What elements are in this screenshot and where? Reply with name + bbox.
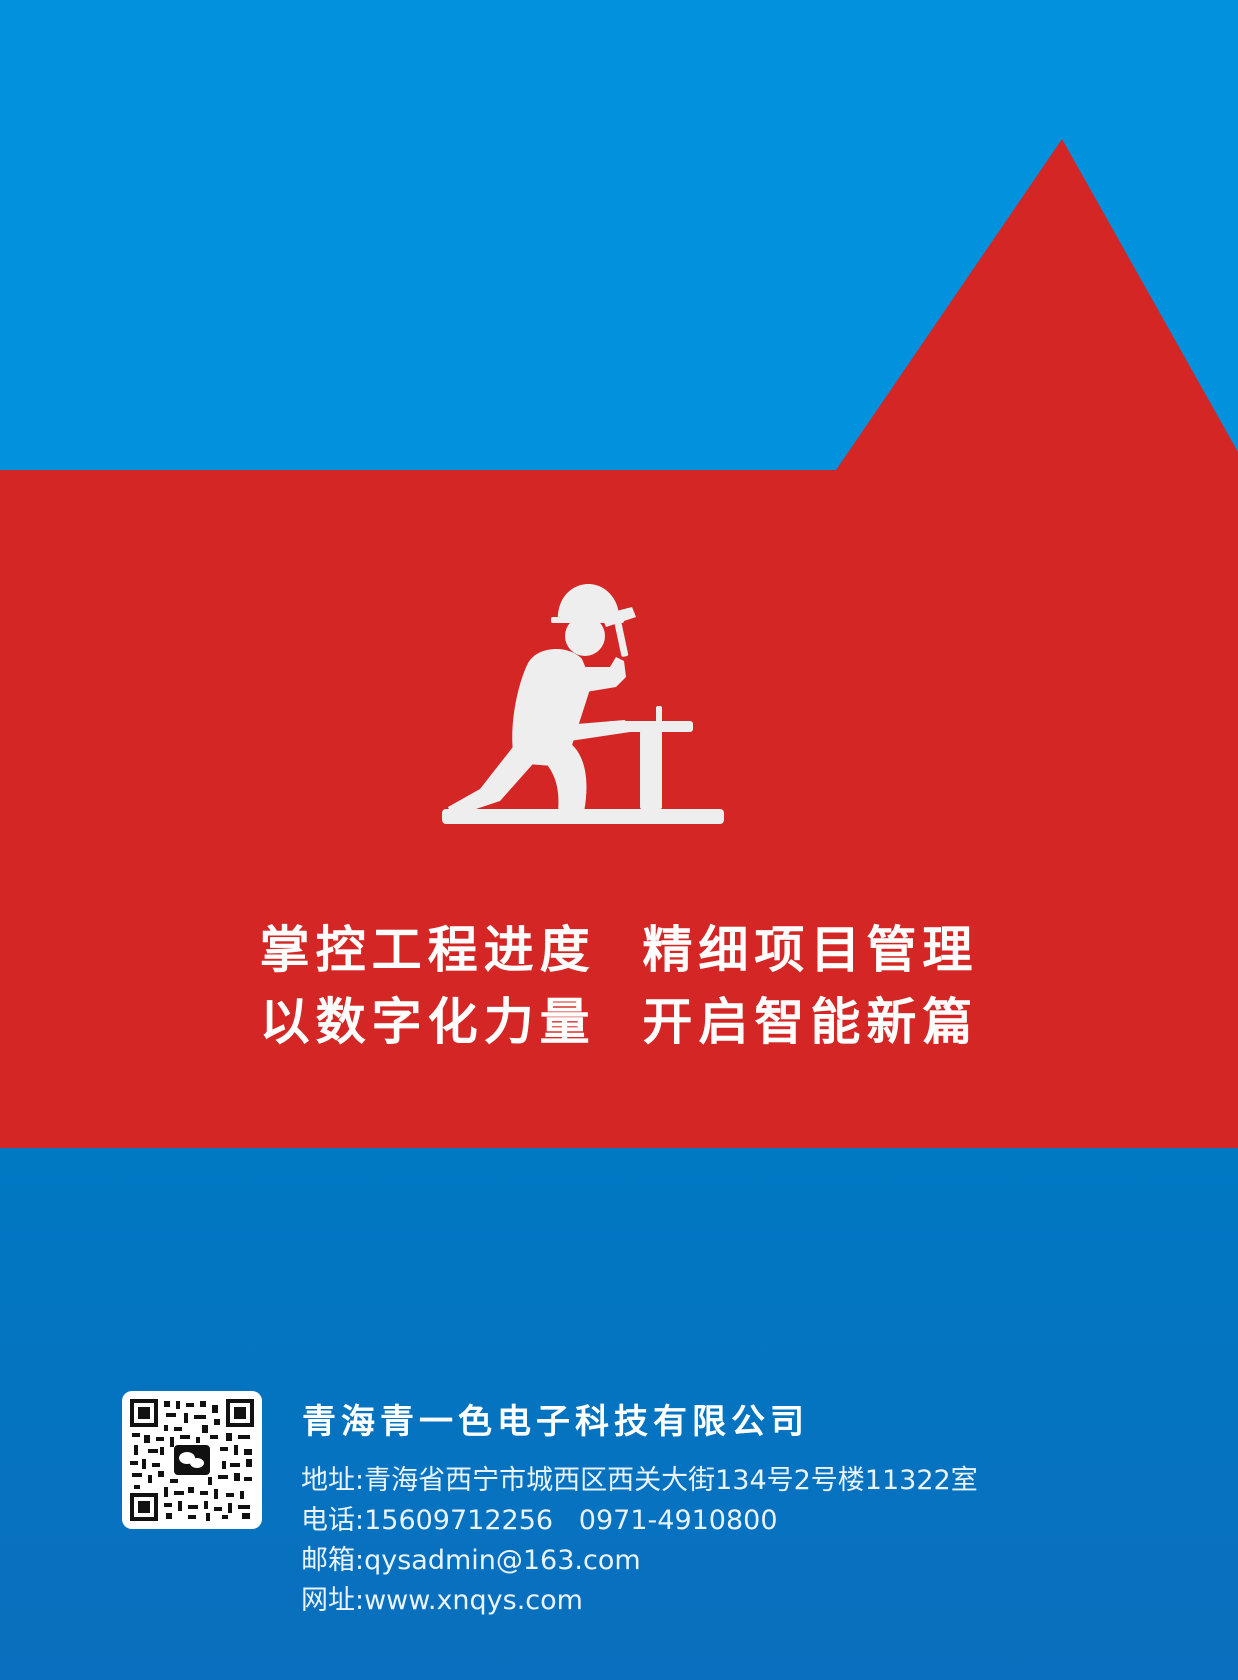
company-name: 青海青一色电子科技有限公司 — [302, 1402, 809, 1442]
slogan-line-2: 以数字化力量 开启智能新篇 — [259, 993, 979, 1051]
construction-worker-hammer-icon — [442, 583, 724, 824]
address-line: 地址:青海省西宁市城西区西关大街134号2号楼11322室 — [301, 1465, 978, 1496]
slogan-line-1: 掌控工程进度 精细项目管理 — [259, 921, 979, 979]
email-line: 邮箱:qysadmin@163.com — [301, 1545, 641, 1576]
wechat-qr-code — [130, 1399, 254, 1521]
website-line: 网址:www.xnqys.com — [301, 1585, 583, 1616]
qr-code — [122, 1391, 262, 1529]
phone-line: 电话:15609712256 0971-4910800 — [301, 1505, 778, 1536]
